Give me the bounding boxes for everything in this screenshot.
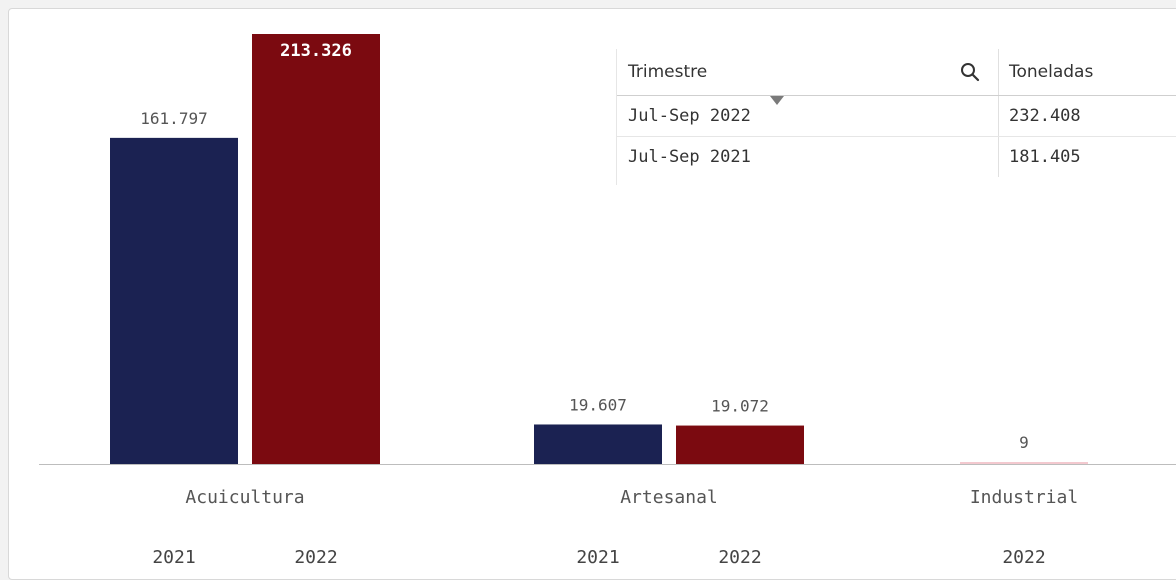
column-header-trimestre-label: Trimestre (628, 62, 708, 82)
bar-acuicultura-2021 (110, 137, 238, 465)
x-tick-year: 2021 (152, 547, 195, 568)
x-tick-year: 2022 (1002, 547, 1045, 568)
cell-trimestre: Jul-Sep 2022 (616, 96, 998, 136)
bar-artesanal-2022 (676, 425, 804, 464)
bar-industrial-2022 (960, 462, 1088, 464)
data-label: 19.072 (711, 397, 769, 416)
table-header-row: Trimestre Toneladas (616, 49, 1176, 96)
cell-trimestre-text: Jul-Sep 2021 (628, 147, 751, 167)
chart-panel: 161.797 2021 213.326 2022 Acuicultura 19.607 2… (8, 8, 1176, 580)
data-label: 19.607 (569, 395, 627, 414)
x-tick-category: Industrial (970, 487, 1078, 508)
search-icon[interactable] (960, 62, 980, 82)
x-tick-category: Artesanal (620, 487, 718, 508)
data-label: 9 (1019, 433, 1029, 452)
table-row[interactable]: Jul-Sep 2021 181.405 (616, 137, 1176, 177)
column-header-trimestre[interactable]: Trimestre (616, 49, 998, 95)
bar-chart: 161.797 2021 213.326 2022 Acuicultura 19.607 2… (39, 34, 1176, 568)
sort-desc-icon[interactable] (770, 96, 784, 105)
summary-table: Trimestre Toneladas Jul-Sep 2022 232.408… (616, 49, 1176, 185)
cell-toneladas-text: 181.405 (1009, 147, 1081, 167)
table-left-border (616, 49, 617, 185)
bar-artesanal-2021 (534, 424, 662, 464)
table-row[interactable]: Jul-Sep 2022 232.408 (616, 96, 1176, 137)
x-tick-year: 2021 (576, 547, 619, 568)
column-header-toneladas[interactable]: Toneladas (998, 49, 1176, 95)
cell-toneladas: 181.405 (998, 137, 1176, 177)
data-label: 213.326 (280, 41, 352, 61)
data-label: 161.797 (140, 109, 207, 128)
x-tick-year: 2022 (294, 547, 337, 568)
bar-acuicultura-2022 (252, 34, 380, 464)
cell-trimestre: Jul-Sep 2021 (616, 137, 998, 177)
column-header-toneladas-label: Toneladas (1009, 62, 1094, 82)
cell-toneladas-text: 232.408 (1009, 106, 1081, 126)
x-tick-year: 2022 (718, 547, 761, 568)
cell-trimestre-text: Jul-Sep 2022 (628, 106, 751, 126)
cell-toneladas: 232.408 (998, 96, 1176, 136)
x-tick-category: Acuicultura (185, 487, 304, 508)
